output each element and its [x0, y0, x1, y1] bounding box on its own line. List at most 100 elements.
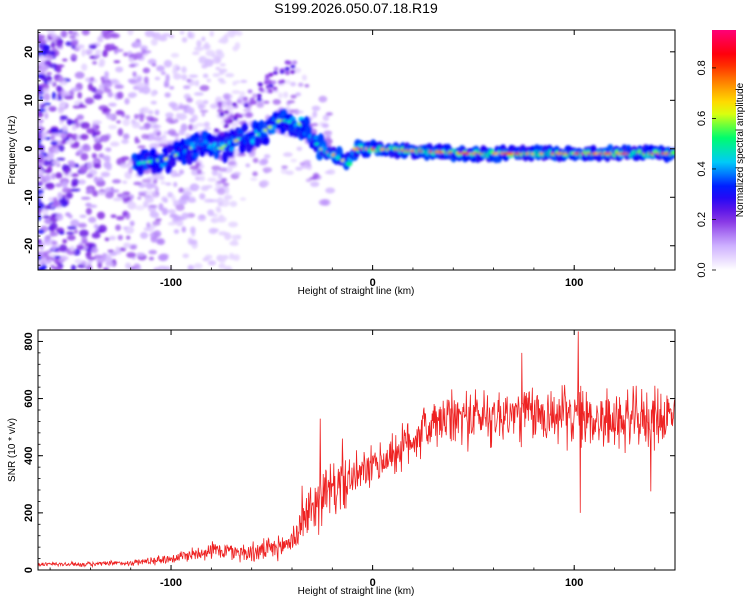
noise-cell — [152, 124, 162, 129]
noise-cell — [38, 254, 42, 261]
noise-cell — [310, 181, 320, 188]
noise-cell — [91, 153, 97, 159]
noise-cell — [58, 244, 68, 252]
noise-cell — [38, 229, 45, 234]
noise-cell — [89, 77, 95, 81]
noise-cell — [290, 94, 297, 99]
noise-cell — [185, 133, 191, 139]
noise-cell — [93, 93, 103, 100]
noise-cell — [136, 82, 146, 88]
noise-cell — [154, 186, 159, 193]
noise-cell — [43, 235, 51, 243]
noise-cell — [176, 220, 184, 227]
noise-cell — [175, 66, 181, 71]
ridge-cell — [263, 80, 269, 85]
ridge-cell — [251, 100, 257, 105]
noise-cell — [219, 36, 229, 44]
noise-cell — [312, 110, 318, 118]
noise-cell — [178, 187, 185, 193]
noise-cell — [49, 33, 57, 38]
noise-cell — [228, 221, 239, 228]
noise-cell — [148, 110, 154, 115]
noise-cell — [40, 75, 47, 81]
colorbar-tick-label: 0.8 — [696, 60, 708, 75]
noise-cell — [92, 159, 100, 164]
noise-cell — [51, 47, 57, 51]
noise-cell — [260, 179, 270, 187]
noise-cell — [70, 173, 79, 178]
noise-cell — [111, 179, 122, 184]
noise-cell — [215, 49, 223, 55]
noise-cell — [137, 145, 146, 149]
noise-cell — [38, 209, 41, 215]
noise-cell — [219, 63, 226, 67]
noise-cell — [43, 92, 51, 101]
noise-cell — [75, 163, 80, 168]
ridge-cell — [296, 125, 303, 131]
noise-cell — [239, 197, 247, 201]
noise-cell — [93, 143, 103, 151]
ridge-cell — [284, 71, 290, 76]
noise-cell — [263, 100, 270, 104]
noise-cell — [252, 171, 258, 177]
noise-cell — [50, 41, 56, 49]
noise-cell — [188, 80, 196, 86]
noise-cell — [136, 252, 146, 257]
noise-cell — [138, 126, 148, 130]
noise-cell — [105, 261, 115, 267]
noise-cell — [216, 216, 227, 223]
ridge-cell — [247, 89, 253, 94]
noise-cell — [77, 222, 87, 228]
noise-cell — [56, 85, 63, 93]
noise-cell — [198, 56, 206, 64]
noise-cell — [127, 159, 133, 167]
noise-cell — [212, 73, 221, 78]
noise-cell — [144, 196, 153, 201]
noise-cell — [294, 110, 304, 114]
noise-cell — [79, 165, 88, 174]
noise-cell — [62, 239, 68, 244]
noise-cell — [95, 179, 106, 187]
noise-cell — [69, 35, 76, 39]
noise-cell — [74, 33, 80, 37]
noise-cell — [126, 235, 131, 240]
snr-y-tick-label: 800 — [23, 332, 35, 350]
noise-cell — [170, 52, 180, 58]
noise-cell — [209, 30, 214, 37]
noise-cell — [152, 220, 161, 226]
noise-cell — [161, 33, 171, 37]
noise-cell — [63, 95, 74, 100]
noise-cell — [62, 58, 68, 62]
noise-cell — [199, 193, 206, 200]
noise-cell — [235, 31, 243, 37]
noise-cell — [120, 194, 128, 199]
noise-cell — [77, 179, 86, 185]
noise-cell — [133, 263, 141, 269]
noise-cell — [179, 30, 185, 35]
ridge-cell — [257, 82, 263, 87]
noise-cell — [193, 92, 204, 96]
noise-cell — [92, 120, 102, 125]
noise-cell — [141, 86, 151, 95]
noise-cell — [178, 104, 188, 110]
noise-cell — [45, 254, 51, 261]
ridge-cell — [670, 150, 675, 156]
noise-cell — [250, 177, 258, 181]
noise-cell — [105, 255, 113, 264]
noise-cell — [128, 57, 134, 63]
noise-cell — [124, 114, 131, 120]
noise-cell — [127, 201, 137, 210]
noise-cell — [71, 54, 78, 59]
noise-cell — [38, 91, 41, 97]
noise-cell — [115, 66, 124, 73]
noise-cell — [55, 183, 63, 188]
noise-cell — [57, 192, 63, 200]
noise-cell — [141, 133, 150, 140]
noise-cell — [51, 133, 61, 137]
noise-cell — [38, 181, 43, 185]
noise-cell — [70, 142, 80, 149]
noise-cell — [296, 146, 303, 152]
noise-cell — [61, 139, 67, 145]
noise-cell — [167, 102, 178, 106]
noise-cell — [322, 123, 329, 129]
